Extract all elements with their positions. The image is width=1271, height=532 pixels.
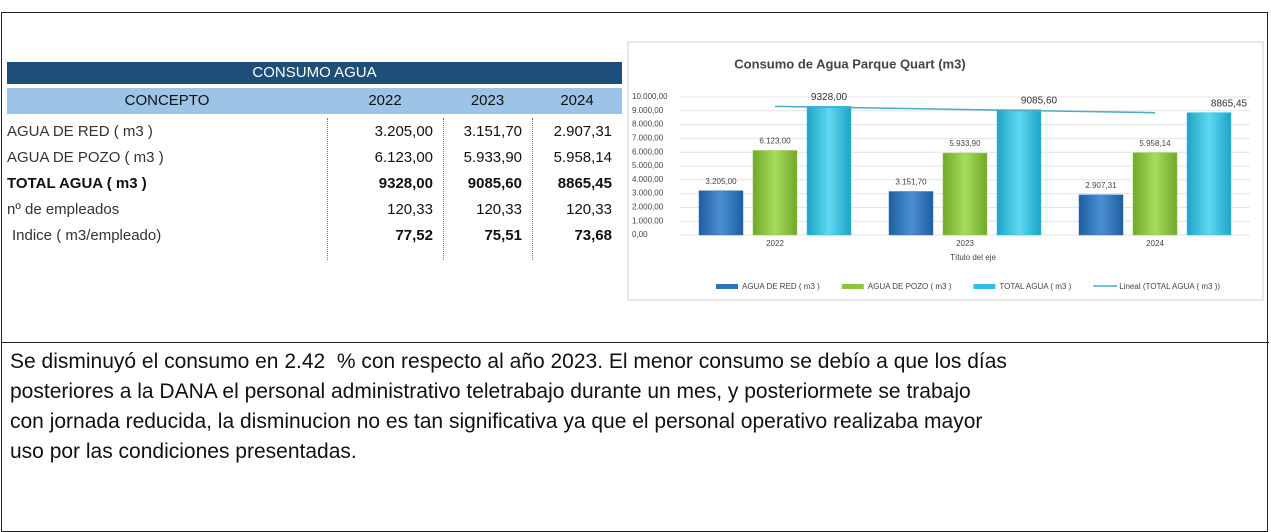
header-cell: CONCEPTO (124, 92, 210, 109)
legend-label: AGUA DE RED ( m3 ) (742, 282, 820, 291)
bar (1078, 194, 1124, 236)
table-cell: 120,33 (566, 201, 612, 218)
data-label: 6.123,00 (759, 137, 791, 146)
separator (1, 342, 1269, 343)
legend-label: AGUA DE POZO ( m3 ) (868, 282, 952, 291)
bar (942, 152, 988, 236)
column-separator (532, 118, 533, 260)
x-tick-label: 2024 (1146, 239, 1164, 248)
paragraph-line: posteriores a la DANA el personal admini… (10, 380, 971, 403)
data-label: 9328,00 (811, 92, 848, 103)
y-tick-label: 4.000,00 (632, 175, 664, 184)
table-cell: 120,33 (387, 201, 433, 218)
y-tick-label: 1.000,00 (632, 216, 664, 225)
paragraph-line: con jornada reducida, la disminucion no … (10, 410, 983, 433)
data-label: 3.205,00 (705, 177, 737, 186)
column-separator (327, 118, 328, 260)
x-tick-label: 2022 (766, 239, 784, 248)
chart-title: Consumo de Agua Parque Quart (m3) (734, 56, 965, 71)
column-separator (443, 118, 444, 260)
table-cell: 73,68 (574, 227, 612, 244)
header-cell: 2024 (560, 92, 594, 109)
table-cell: 3.205,00 (374, 123, 433, 140)
bar (888, 191, 934, 236)
data-label: 2.907,31 (1085, 181, 1117, 190)
y-tick-label: 9.000,00 (632, 106, 664, 115)
bar (806, 106, 852, 236)
page: { "table": { "title": "CONSUMO AGUA", "h… (1, 12, 1269, 532)
bar (752, 150, 798, 236)
header-cell: 2023 (470, 92, 505, 109)
data-label: 3.151,70 (895, 178, 927, 187)
table-cell: 120,33 (476, 201, 522, 218)
table-cell: 2.907,31 (553, 123, 612, 140)
bar (1186, 112, 1232, 236)
y-tick-label: 6.000,00 (632, 147, 664, 156)
table-title: CONSUMO AGUA (7, 62, 622, 84)
legend-label: Lineal (TOTAL AGUA ( m3 )) (1119, 282, 1220, 291)
table-cell: 9085,60 (467, 175, 522, 192)
table-cell: 5.958,14 (553, 149, 612, 166)
x-tick-label: 2023 (956, 239, 974, 248)
row-label: AGUA DE POZO ( m3 ) (7, 149, 164, 166)
bar (698, 190, 744, 236)
table-cell: 3.151,70 (463, 123, 522, 140)
bar (1132, 152, 1178, 236)
table-header-bar (7, 88, 622, 114)
x-axis-title: Título del eje (950, 253, 996, 262)
legend-swatch (716, 284, 738, 289)
y-tick-label: 0,00 (632, 230, 648, 239)
row-label: nº de empleados (7, 201, 120, 218)
paragraph-line: uso por las condiciones presentadas. (10, 440, 357, 463)
row-label: Indice ( m3/empleado) (12, 227, 162, 244)
paragraph-line: Se disminuyó el consumo en 2.42 % con re… (10, 350, 1007, 373)
y-tick-label: 10.000,00 (632, 92, 668, 101)
data-label: 8865,45 (1211, 98, 1248, 109)
trend-line (774, 105, 1156, 114)
legend-swatch (973, 284, 996, 289)
row-label: AGUA DE RED ( m3 ) (7, 123, 153, 140)
table-cell: 77,52 (395, 227, 433, 244)
y-tick-label: 8.000,00 (632, 120, 664, 129)
header-cell: 2022 (368, 92, 402, 109)
data-label: 5.933,90 (949, 139, 981, 148)
y-tick-label: 2.000,00 (632, 203, 664, 212)
bar (996, 109, 1042, 236)
legend-swatch (841, 284, 864, 289)
data-label: 9085,60 (1021, 95, 1058, 106)
table-cell: 75,51 (484, 227, 522, 244)
table-cell: 9328,00 (378, 175, 433, 192)
y-tick-label: 5.000,00 (632, 161, 664, 170)
table-cell: 8865,45 (557, 175, 612, 192)
table-cell: 6.123,00 (374, 149, 433, 166)
y-tick-label: 3.000,00 (632, 189, 664, 198)
legend-label: TOTAL AGUA ( m3 ) (999, 282, 1071, 291)
row-label: TOTAL AGUA ( m3 ) (7, 175, 147, 192)
y-tick-label: 7.000,00 (632, 134, 664, 143)
table-cell: 5.933,90 (463, 149, 522, 166)
data-label: 5.958,14 (1139, 139, 1171, 148)
chart: Consumo de Agua Parque Quart (m3) Título… (627, 41, 1264, 301)
